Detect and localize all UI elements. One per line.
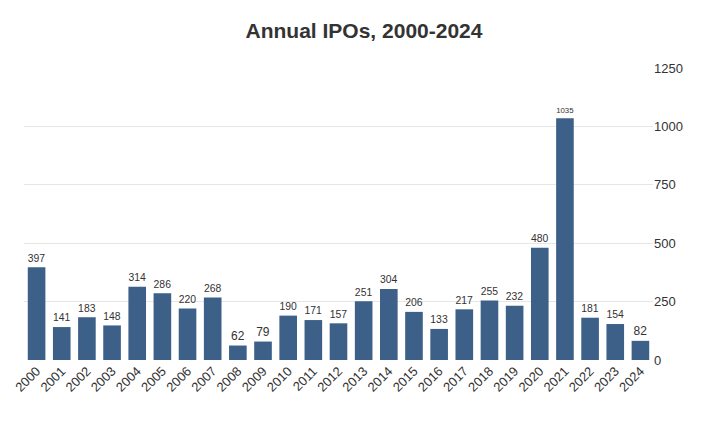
svg-text:2002: 2002: [63, 364, 94, 395]
svg-text:250: 250: [654, 294, 676, 309]
svg-text:286: 286: [154, 279, 172, 290]
svg-text:2001: 2001: [37, 364, 68, 395]
svg-text:268: 268: [204, 283, 222, 294]
svg-text:1035: 1035: [556, 106, 574, 115]
svg-text:2012: 2012: [314, 364, 345, 395]
svg-text:2017: 2017: [440, 364, 471, 395]
svg-text:82: 82: [634, 324, 648, 338]
svg-text:2007: 2007: [188, 364, 219, 395]
svg-text:251: 251: [355, 287, 373, 298]
svg-text:2009: 2009: [239, 364, 270, 395]
svg-text:190: 190: [279, 301, 297, 312]
svg-text:2008: 2008: [214, 364, 245, 395]
svg-text:750: 750: [654, 177, 676, 192]
svg-text:2015: 2015: [390, 364, 421, 395]
svg-text:2018: 2018: [465, 364, 496, 395]
svg-text:Annual IPOs, 2000-2024: Annual IPOs, 2000-2024: [246, 19, 483, 42]
svg-text:1000: 1000: [654, 119, 683, 134]
svg-text:1250: 1250: [654, 61, 683, 76]
svg-text:141: 141: [53, 312, 71, 323]
svg-text:2020: 2020: [515, 364, 546, 395]
svg-text:206: 206: [405, 297, 423, 308]
svg-text:62: 62: [231, 329, 245, 343]
svg-text:220: 220: [179, 294, 197, 305]
svg-text:148: 148: [103, 311, 121, 322]
svg-text:217: 217: [456, 295, 474, 306]
svg-text:2014: 2014: [364, 364, 395, 395]
svg-text:171: 171: [305, 305, 323, 316]
svg-text:79: 79: [256, 325, 270, 339]
svg-text:2011: 2011: [290, 364, 320, 394]
svg-text:183: 183: [78, 303, 96, 314]
svg-text:2010: 2010: [264, 364, 295, 395]
svg-text:304: 304: [380, 274, 398, 285]
svg-text:2013: 2013: [339, 364, 370, 395]
svg-text:232: 232: [506, 291, 524, 302]
svg-text:0: 0: [654, 353, 661, 368]
svg-text:2019: 2019: [490, 364, 521, 395]
svg-text:2005: 2005: [138, 364, 169, 395]
svg-text:2024: 2024: [616, 364, 647, 395]
svg-text:2000: 2000: [12, 364, 43, 395]
svg-text:397: 397: [28, 253, 46, 264]
svg-text:2021: 2021: [541, 364, 572, 395]
svg-text:2022: 2022: [566, 364, 597, 395]
svg-text:157: 157: [330, 309, 348, 320]
svg-text:2004: 2004: [113, 364, 144, 395]
svg-text:314: 314: [128, 272, 146, 283]
svg-text:480: 480: [531, 233, 549, 244]
svg-text:255: 255: [481, 286, 499, 297]
svg-text:154: 154: [606, 309, 624, 320]
svg-text:2006: 2006: [163, 364, 194, 395]
svg-text:133: 133: [430, 314, 448, 325]
svg-text:2016: 2016: [415, 364, 446, 395]
svg-text:2023: 2023: [591, 364, 622, 395]
svg-text:2003: 2003: [88, 364, 119, 395]
svg-text:181: 181: [581, 303, 599, 314]
svg-text:500: 500: [654, 236, 676, 251]
